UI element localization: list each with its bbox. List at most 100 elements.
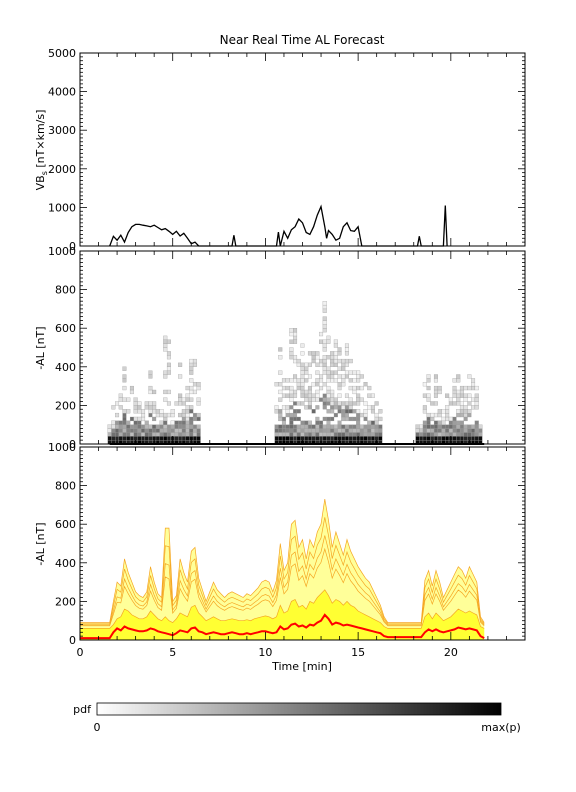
pdf-bin <box>144 420 149 425</box>
pdf-bin <box>474 405 479 410</box>
pdf-bin <box>463 412 468 418</box>
pdf-bin <box>304 420 309 425</box>
pdf-bin <box>304 428 309 433</box>
pdf-bin <box>315 432 320 437</box>
pdf-bin <box>344 409 349 414</box>
pdf-bin <box>467 432 472 437</box>
pdf-bin <box>304 436 309 441</box>
pdf-bin <box>296 424 301 429</box>
pdf-bin <box>322 339 327 344</box>
pdf-bin <box>348 432 353 437</box>
pdf-bin <box>330 374 335 379</box>
pdf-bin <box>122 428 127 433</box>
pdf-bin <box>433 412 438 418</box>
pdf-bin <box>174 424 179 429</box>
pdf-bin <box>426 432 431 437</box>
pdf-bin <box>456 436 461 441</box>
pdf-bin <box>463 416 468 422</box>
pdf-bin <box>289 328 294 333</box>
pdf-bin <box>289 405 294 410</box>
pdf-bin <box>422 420 427 425</box>
pdf-bin <box>426 416 431 422</box>
panel-al-forecast: 0 200 400 600 800 1000 0 5 10 15 20 -AL [nT] Time… <box>34 441 526 673</box>
pdf-bin <box>356 385 361 391</box>
pdf-bin <box>141 428 146 433</box>
pdf-bin <box>185 416 190 422</box>
pdf-bin <box>333 401 338 406</box>
pdf-bin <box>129 385 134 391</box>
pdf-bin <box>304 362 309 367</box>
pdf-bin <box>437 389 442 395</box>
pdf-bin <box>144 405 149 410</box>
vbs-line <box>109 204 448 247</box>
pdf-bin <box>452 416 457 422</box>
pdf-bin <box>148 432 153 437</box>
colorbar-min-label: 0 <box>94 721 101 734</box>
pdf-bin <box>189 409 194 414</box>
pdf-bin <box>319 420 324 425</box>
pdf-bin <box>315 416 320 422</box>
pdf-bin <box>155 436 160 441</box>
pdf-bin <box>296 428 301 433</box>
pdf-bin <box>278 432 283 437</box>
pdf-bin <box>452 378 457 383</box>
pdf-bin <box>348 397 353 402</box>
pdf-bin <box>459 420 464 425</box>
y-tick-label: 1000 <box>48 441 76 454</box>
pdf-bin <box>148 405 153 410</box>
pdf-bin <box>344 412 349 418</box>
pdf-bin <box>289 389 294 395</box>
pdf-bin <box>326 335 331 340</box>
pdf-bin <box>315 378 320 383</box>
pdf-bin <box>185 405 190 410</box>
pdf-bin <box>300 385 305 391</box>
pdf-bin <box>437 432 442 437</box>
colorbar-label: pdf <box>73 703 92 716</box>
pdf-bin <box>159 424 164 429</box>
pdf-bin <box>456 397 461 402</box>
pdf-bin <box>311 409 316 414</box>
pdf-bin <box>452 393 457 398</box>
pdf-bin <box>326 389 331 395</box>
pdf-bin <box>356 416 361 422</box>
pdf-bin <box>311 436 316 441</box>
pdf-bin <box>356 428 361 433</box>
pdf-bin <box>441 409 446 414</box>
pdf-bin <box>326 366 331 371</box>
pdf-bin <box>326 378 331 383</box>
pdf-bin <box>141 412 146 418</box>
pdf-bin <box>344 436 349 441</box>
pdf-bin <box>185 420 190 425</box>
pdf-bin <box>196 436 201 441</box>
pdf-bin <box>467 412 472 418</box>
pdf-bin <box>126 436 131 441</box>
pdf-bin <box>415 428 420 433</box>
pdf-bin <box>341 401 346 406</box>
pdf-bin <box>192 412 197 418</box>
pdf-bin <box>166 432 171 437</box>
pdf-bin <box>122 374 127 379</box>
y-tick-label: 400 <box>55 557 76 570</box>
pdf-bin <box>289 355 294 360</box>
pdf-bin <box>456 432 461 437</box>
pdf-bin <box>166 355 171 360</box>
pdf-bin <box>478 424 483 429</box>
pdf-bin <box>166 389 171 395</box>
pdf-bin <box>422 424 427 429</box>
pdf-bin <box>293 409 298 414</box>
pdf-bin <box>356 378 361 383</box>
pdf-bin <box>178 397 183 402</box>
pdf-bin <box>307 397 312 402</box>
pdf-bin <box>315 397 320 402</box>
pdf-bin <box>189 424 194 429</box>
pdf-bin <box>459 436 464 441</box>
pdf-bin <box>185 432 190 437</box>
pdf-bin <box>448 416 453 422</box>
pdf-bin <box>478 428 483 433</box>
pdf-bin <box>370 428 375 433</box>
pdf-bin <box>129 436 134 441</box>
panel-al-forecast-plot <box>80 499 485 640</box>
pdf-bin <box>319 397 324 402</box>
pdf-bin <box>289 331 294 337</box>
